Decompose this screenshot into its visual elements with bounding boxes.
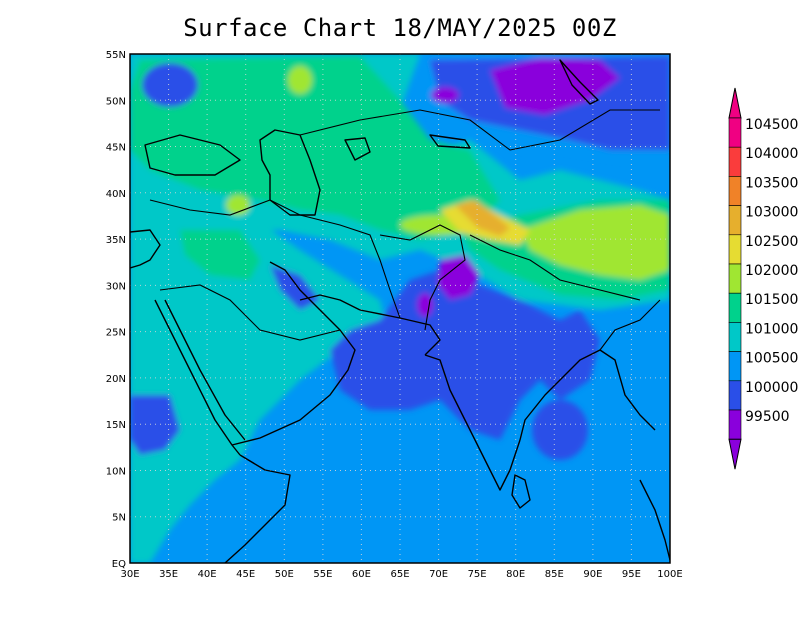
coast-caspian — [259, 129, 321, 216]
y-tick-label: 5N — [112, 513, 126, 524]
chart-title: Surface Chart 18/MAY/2025 00Z — [183, 14, 617, 42]
coast-india-west — [424, 354, 521, 491]
colorbar-bottom-arrow — [728, 438, 742, 470]
colorbar-swatch — [728, 146, 742, 177]
x-tick-label: 30E — [120, 569, 139, 580]
x-tick-label: 100E — [657, 569, 682, 580]
colorbar-label: 104500 — [745, 117, 798, 133]
pressure-field — [130, 54, 670, 563]
y-tick-label: 50N — [106, 96, 126, 107]
field-100000-europe — [142, 63, 198, 107]
colorbar-label: 103000 — [745, 205, 798, 221]
border-turkey — [149, 199, 271, 216]
colorbar-swatch — [728, 380, 742, 411]
colorbar: 104500 104000 103500 103000 102500 102000 1015… — [728, 87, 798, 470]
x-tick-label: 90E — [583, 569, 602, 580]
colorbar-label: 104000 — [745, 146, 798, 162]
colorbar-swatch — [728, 351, 742, 382]
x-tick-label: 55E — [313, 569, 332, 580]
colorbar-label: 100000 — [745, 380, 798, 396]
border-saudi — [159, 284, 341, 341]
y-tick-label: 15N — [106, 420, 126, 431]
coast-aral — [344, 137, 371, 161]
colorbar-swatch — [728, 176, 742, 206]
borders — [149, 109, 661, 351]
coast-arabia-south — [231, 309, 356, 446]
coast-baikal — [559, 59, 599, 105]
colorbar-swatch — [728, 409, 742, 440]
x-tick-label: 50E — [275, 569, 294, 580]
border-india-burma — [599, 299, 661, 351]
y-tick-label: 10N — [106, 467, 126, 478]
field-100000-bay — [532, 400, 588, 460]
y-tick-label: 25N — [106, 328, 126, 339]
colorbar-swatch — [728, 117, 742, 148]
y-tick-label: EQ — [112, 559, 126, 570]
coast-makran — [359, 309, 441, 356]
y-tick-label: 45N — [106, 143, 126, 154]
x-tick-label: 85E — [545, 569, 564, 580]
coast-india-east — [519, 349, 656, 441]
x-tick-label: 40E — [198, 569, 217, 580]
border-mongolia — [509, 109, 660, 151]
border-afpak — [379, 224, 466, 331]
coastlines — [130, 59, 670, 563]
colorbar-swatch — [728, 205, 742, 236]
colorbar-label: 101500 — [745, 292, 798, 308]
field-102000-spot1 — [288, 66, 312, 94]
x-tick-label: 80E — [506, 569, 525, 580]
field-100000-sudan — [130, 395, 180, 455]
colorbar-label: 102500 — [745, 234, 798, 250]
colorbar-label: 103500 — [745, 175, 798, 191]
field-102000-tibet — [520, 205, 670, 280]
coast-balkhash — [429, 134, 471, 149]
x-axis-ticks: 30E 35E 40E 45E 50E 55E 60E 65E 70E 75E … — [120, 569, 682, 580]
plot-frame — [129, 53, 671, 564]
field-100000-india — [330, 270, 560, 440]
y-tick-label: 30N — [106, 281, 126, 292]
colorbar-swatch — [728, 292, 742, 323]
colorbar-top-arrow — [728, 87, 742, 119]
colorbar-swatch — [728, 322, 742, 352]
field-99500-pakistan — [438, 255, 480, 300]
colorbar-swatch — [728, 263, 742, 294]
y-axis-ticks: EQ 5N 10N 15N 20N 25N 30N 35N 40N 45N 50… — [106, 50, 126, 570]
coast-srilanka — [511, 474, 531, 509]
coast-mediterranean — [130, 229, 161, 269]
colorbar-label: 102000 — [745, 263, 798, 279]
field-shading — [130, 54, 670, 563]
y-tick-label: 40N — [106, 189, 126, 200]
border-china-india — [469, 234, 641, 301]
coast-malay — [639, 479, 670, 561]
x-tick-label: 45E — [236, 569, 255, 580]
coast-black-sea — [144, 134, 241, 176]
colorbar-label: 100500 — [745, 351, 798, 367]
x-tick-label: 75E — [468, 569, 487, 580]
field-101500-centralasia — [130, 56, 500, 240]
x-tick-label: 60E — [352, 569, 371, 580]
colorbar-label: 99500 — [745, 409, 790, 425]
border-kazakh — [299, 109, 511, 151]
field-99500-spot — [431, 87, 459, 103]
field-101500-arabia — [180, 230, 260, 280]
field-103000-karakoram — [455, 200, 510, 236]
colorbar-label: 101000 — [745, 321, 798, 337]
y-tick-label: 20N — [106, 374, 126, 385]
field-99500-rajasthan — [417, 293, 433, 317]
x-tick-label: 95E — [622, 569, 641, 580]
coast-persian-gulf — [269, 261, 361, 311]
x-tick-label: 70E — [429, 569, 448, 580]
coast-africa-horn — [224, 454, 291, 563]
y-tick-label: 55N — [106, 50, 126, 61]
colorbar-swatch — [728, 234, 742, 265]
border-iran — [269, 199, 401, 319]
coast-red-sea — [154, 299, 246, 456]
x-tick-label: 65E — [390, 569, 409, 580]
x-tick-label: 35E — [159, 569, 178, 580]
field-101000-west — [130, 215, 390, 563]
y-tick-label: 35N — [106, 235, 126, 246]
